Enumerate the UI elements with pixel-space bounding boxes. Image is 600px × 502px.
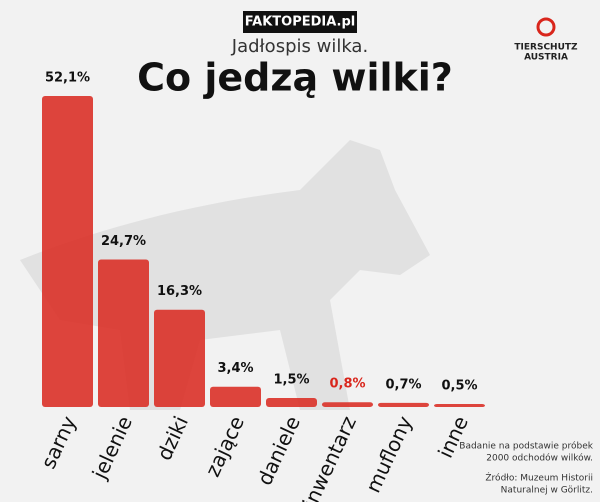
note: 2000 odchodów wilków.: [486, 453, 593, 464]
bar: [378, 402, 429, 407]
logo-line: TIERSCHUTZ: [514, 43, 578, 53]
bar: [266, 398, 317, 407]
value-label: 0,5%: [441, 379, 477, 394]
note: Naturalnej w Görlitz.: [501, 486, 593, 496]
bar: [322, 402, 373, 407]
value-label: 3,4%: [217, 361, 253, 376]
note: Źródło: Muzeum Historii: [485, 472, 593, 484]
value-label: 0,7%: [385, 377, 421, 392]
bar: [98, 259, 149, 407]
chart-subtitle: Jadłospis wilka.: [231, 36, 368, 57]
note: Badanie na podstawie próbek: [459, 441, 593, 452]
value-label: 16,3%: [157, 284, 202, 299]
logo-icon: [536, 17, 556, 37]
bar: [434, 404, 485, 407]
bar: [154, 309, 205, 407]
chart-title: Co jedzą wilki?: [137, 56, 453, 100]
value-label: 24,7%: [101, 234, 146, 249]
value-label: 0,8%: [329, 377, 365, 392]
watermark: FAKTOPEDIA.pl: [245, 15, 355, 30]
logo-line: AUSTRIA: [524, 53, 568, 63]
bar: [210, 386, 261, 407]
value-label: 52,1%: [45, 71, 90, 86]
bar: [42, 96, 93, 407]
watermark-badge: [243, 11, 357, 33]
value-label: 1,5%: [273, 373, 309, 388]
